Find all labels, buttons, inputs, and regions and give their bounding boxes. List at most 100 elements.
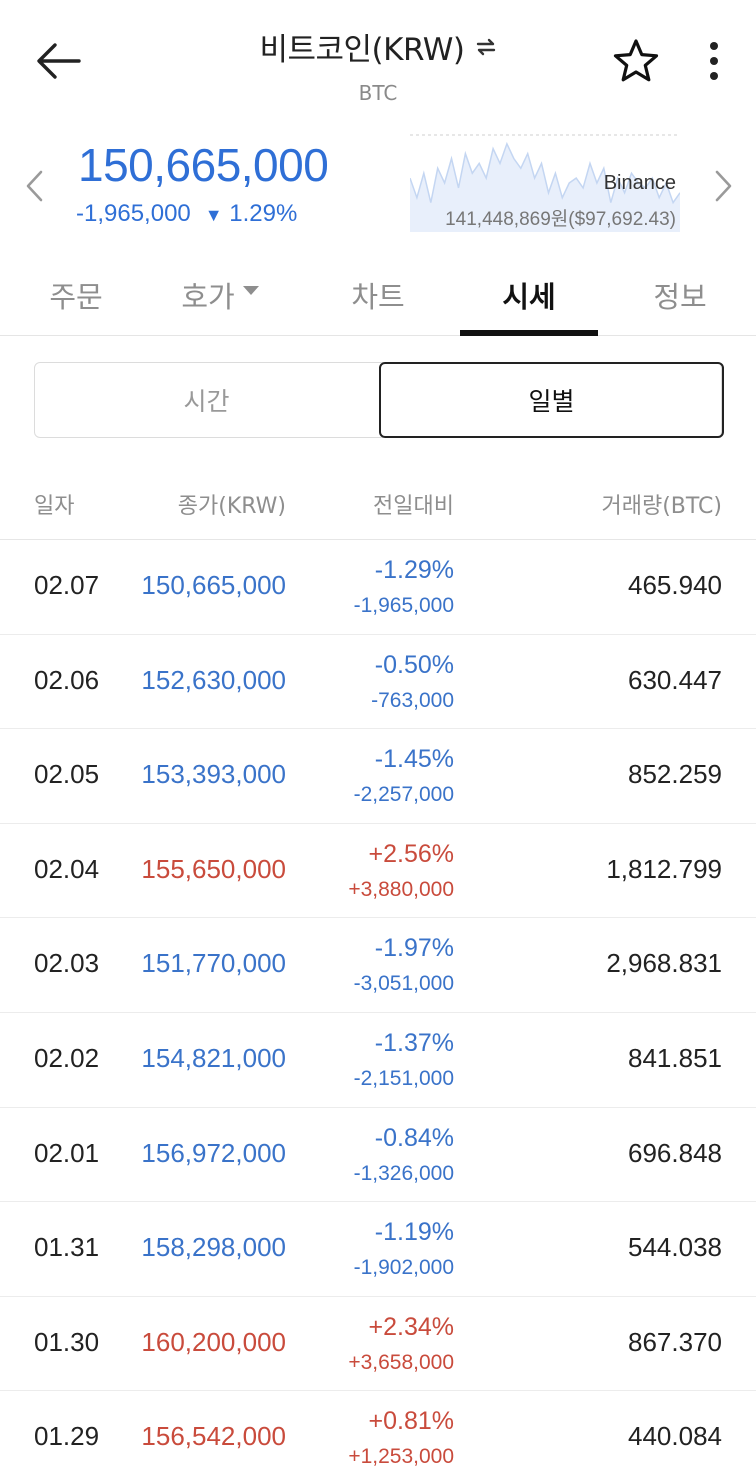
header-volume: 거래량(BTC): [601, 494, 723, 519]
reference-price: 141,448,869원($97,692.43): [445, 209, 676, 230]
row-change-amount: -1,326,000: [353, 1161, 454, 1185]
row-volume: 544.038: [628, 1232, 722, 1263]
current-price: 150,665,000: [78, 139, 329, 191]
row-change-percent: -0.50%: [374, 650, 454, 679]
price-change: -1,965,000 ▼ 1.29%: [76, 200, 297, 228]
page-title-row[interactable]: 비트코인(KRW): [259, 24, 496, 69]
row-change-percent: -1.19%: [374, 1218, 454, 1247]
exchange-name: Binance: [603, 172, 676, 194]
table-row: 02.06 152,630,000 -0.50% -763,000 630.447: [0, 635, 756, 730]
next-coin-button[interactable]: [704, 164, 744, 208]
segment-daily[interactable]: 일별: [379, 362, 724, 438]
table-row: 01.30 160,200,000 +2.34% +3,658,000 867.370: [0, 1297, 756, 1392]
row-volume: 841.851: [628, 1042, 722, 1073]
row-date: 02.03: [34, 948, 100, 979]
more-vertical-icon: [710, 42, 718, 80]
daily-price-table: 02.07 150,665,000 -1.29% -1,965,000 465.940 0…: [0, 540, 756, 1476]
row-close-price: 156,542,000: [141, 1421, 286, 1452]
row-change-amount: +3,658,000: [348, 1350, 454, 1374]
row-change-percent: -1.97%: [374, 934, 454, 963]
mini-price-chart[interactable]: [410, 134, 680, 232]
star-icon: [613, 39, 659, 82]
row-date: 02.05: [34, 759, 100, 790]
header-date: 일자: [34, 494, 75, 519]
price-change-percent-group: ▼ 1.29%: [205, 200, 298, 228]
table-row: 02.01 156,972,000 -0.84% -1,326,000 696.848: [0, 1108, 756, 1203]
row-close-price: 154,821,000: [141, 1042, 286, 1073]
table-header: 일자 종가(KRW) 전일대비 거래량(BTC): [0, 476, 756, 540]
row-change-percent: -1.29%: [374, 556, 454, 584]
chevron-right-icon: [715, 170, 732, 202]
tab-order[interactable]: 주문: [49, 280, 103, 314]
price-summary: 150,665,000 -1,965,000 ▼ 1.29% Binance 1…: [0, 124, 756, 244]
row-change-amount: +1,253,000: [348, 1445, 454, 1469]
price-change-percent: 1.29%: [229, 200, 298, 227]
top-app-bar: 비트코인(KRW) BTC: [0, 0, 756, 118]
tab-bar: 주문 호가 차트 시세 정보: [0, 258, 756, 336]
row-volume: 696.848: [628, 1137, 722, 1168]
table-row: 02.02 154,821,000 -1.37% -2,151,000 841.851: [0, 1013, 756, 1108]
favorite-button[interactable]: [608, 36, 664, 86]
row-close-price: 155,650,000: [141, 853, 286, 884]
row-close-price: 156,972,000: [141, 1137, 286, 1168]
table-row: 01.31 158,298,000 -1.19% -1,902,000 544.038: [0, 1202, 756, 1297]
row-close-price: 158,298,000: [141, 1232, 286, 1263]
header-change: 전일대비: [373, 494, 454, 519]
header-close-price: 종가(KRW): [177, 494, 286, 519]
ticker-symbol: BTC: [358, 81, 398, 105]
row-volume: 867.370: [628, 1326, 722, 1357]
row-date: 02.02: [34, 1042, 100, 1073]
row-volume: 465.940: [628, 570, 722, 600]
row-date: 02.06: [34, 664, 100, 695]
row-volume: 630.447: [628, 664, 722, 695]
down-triangle-icon: ▼: [204, 205, 223, 225]
previous-coin-button[interactable]: [14, 164, 54, 208]
row-date: 02.04: [34, 853, 100, 884]
row-close-price: 160,200,000: [141, 1326, 286, 1357]
row-change-amount: -1,902,000: [353, 1256, 454, 1280]
row-date: 01.30: [34, 1326, 100, 1357]
row-close-price: 150,665,000: [141, 570, 286, 600]
tab-orderbook-label: 호가: [181, 280, 235, 314]
row-volume: 2,968.831: [606, 948, 722, 979]
table-row: 02.07 150,665,000 -1.29% -1,965,000 465.940: [0, 540, 756, 635]
back-button[interactable]: [30, 34, 86, 88]
period-segmented-control: 시간 일별: [34, 362, 724, 438]
row-change-amount: -2,257,000: [353, 783, 454, 807]
tab-orderbook[interactable]: 호가: [150, 258, 290, 336]
row-change-percent: -1.45%: [374, 745, 454, 774]
row-change-percent: -0.84%: [374, 1123, 454, 1152]
row-change-amount: -763,000: [371, 688, 454, 712]
row-change-amount: -1,965,000: [353, 594, 454, 617]
price-change-amount: -1,965,000: [76, 200, 191, 227]
row-date: 02.01: [34, 1137, 100, 1168]
tab-market-price[interactable]: 시세: [502, 280, 556, 314]
row-close-price: 151,770,000: [141, 948, 286, 979]
active-tab-indicator: [460, 330, 598, 336]
table-row: 01.29 156,542,000 +0.81% +1,253,000 440.084: [0, 1391, 756, 1476]
table-row: 02.03 151,770,000 -1.97% -3,051,000 2,968.83…: [0, 918, 756, 1013]
more-options-button[interactable]: [694, 36, 734, 86]
row-change-percent: -1.37%: [374, 1028, 454, 1057]
tab-info[interactable]: 정보: [653, 280, 707, 314]
row-volume: 1,812.799: [606, 853, 722, 884]
row-close-price: 153,393,000: [141, 759, 286, 790]
page-title: 비트코인(KRW): [259, 32, 465, 68]
row-change-amount: -2,151,000: [353, 1066, 454, 1090]
table-row: 02.05 153,393,000 -1.45% -2,257,000 852.259: [0, 729, 756, 824]
row-change-percent: +2.56%: [368, 839, 455, 868]
tab-chart[interactable]: 차트: [351, 280, 405, 314]
row-change-percent: +2.34%: [368, 1312, 455, 1341]
chevron-left-icon: [26, 170, 43, 202]
caret-down-icon: [242, 286, 259, 295]
mini-chart-line: [410, 141, 680, 205]
segment-time[interactable]: 시간: [183, 387, 230, 416]
arrow-left-icon: [37, 43, 81, 79]
swap-icon[interactable]: [475, 36, 497, 58]
row-change-amount: +3,880,000: [348, 877, 454, 901]
row-change-amount: -3,051,000: [353, 972, 454, 996]
table-row: 02.04 155,650,000 +2.56% +3,880,000 1,812.79…: [0, 824, 756, 919]
row-close-price: 152,630,000: [141, 664, 286, 695]
row-volume: 440.084: [628, 1421, 722, 1452]
row-date: 01.31: [34, 1232, 100, 1263]
